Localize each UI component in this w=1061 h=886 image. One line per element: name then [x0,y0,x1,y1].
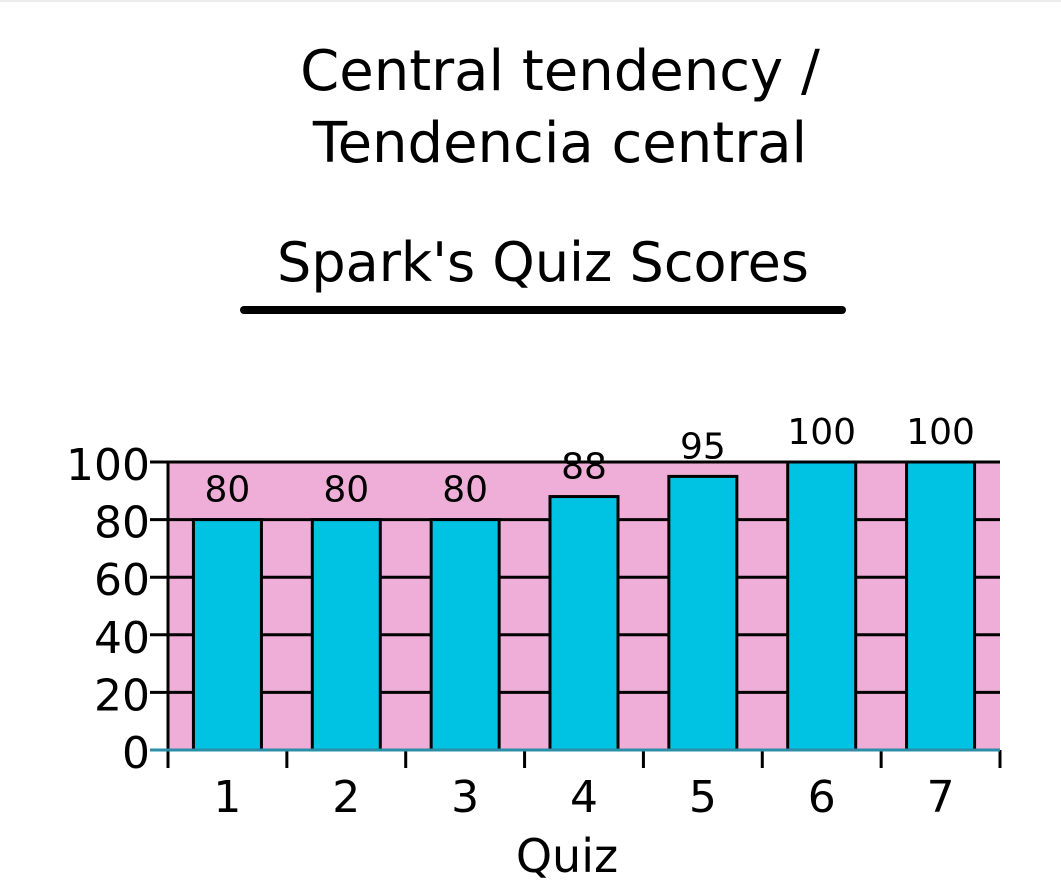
x-tick-label: 1 [213,772,241,823]
bar [429,518,501,752]
y-tick-label: 0 [122,728,150,779]
data-label: 95 [680,426,726,467]
bar [310,518,382,752]
heading-line-1: Central tendency / [300,39,820,104]
x-tick-label: 7 [927,772,955,823]
x-tick-label: 2 [332,772,360,823]
y-tick-label: 80 [94,498,150,549]
data-label: 80 [442,470,488,511]
bar [548,495,620,752]
y-tick-label: 100 [66,440,150,491]
data-label: 80 [205,470,251,511]
x-axis-label: Quiz [516,829,618,883]
data-label: 88 [561,447,607,488]
bar [667,474,739,752]
data-label: 100 [787,412,856,453]
bar [191,518,263,752]
x-tick-label: 3 [451,772,479,823]
page-heading: Central tendency / Tendencia central [240,36,880,180]
y-tick-label: 60 [94,555,150,606]
y-tick-label: 40 [94,613,150,664]
x-tick-label: 4 [570,772,598,823]
top-border [0,0,1061,2]
heading-line-2: Tendencia central [312,111,808,176]
chart-title: Spark's Quiz Scores [277,231,809,294]
y-tick-label: 20 [94,670,150,721]
chart-title-underline [240,306,846,314]
data-label: 80 [323,470,369,511]
bar [786,460,858,752]
x-tick-label: 5 [689,772,717,823]
x-tick-label: 6 [808,772,836,823]
data-label: 100 [906,412,975,453]
bar [905,460,977,752]
